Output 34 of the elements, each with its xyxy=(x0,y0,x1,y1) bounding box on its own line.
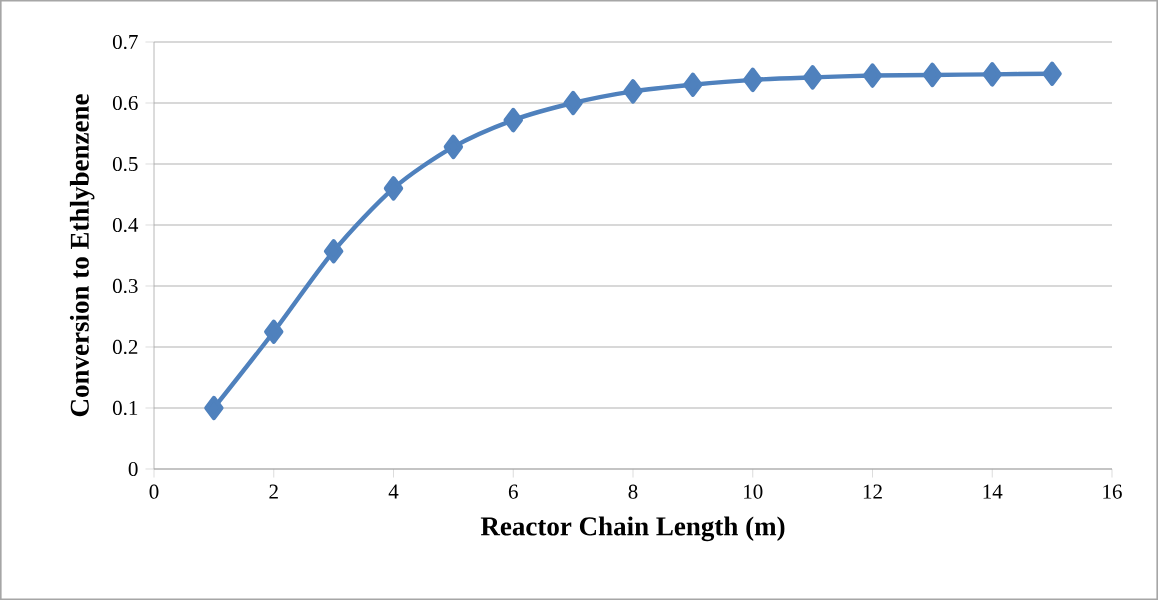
point xyxy=(264,319,284,344)
y-tick-label: 0.2 xyxy=(112,339,138,355)
point xyxy=(563,90,583,116)
point xyxy=(443,134,464,160)
point xyxy=(323,239,344,264)
point xyxy=(922,62,943,88)
point xyxy=(802,65,823,90)
x-tick-label: 4 xyxy=(388,484,399,499)
point xyxy=(623,79,643,104)
y-tick-label: 0.1 xyxy=(112,400,138,416)
point xyxy=(862,63,883,88)
x-tick-label: 10 xyxy=(744,484,763,499)
x-tick-label: 2 xyxy=(269,484,278,499)
point xyxy=(503,107,523,133)
x-axis-title: Reactor Chain Length (m) xyxy=(480,516,785,542)
x-tick-label: 8 xyxy=(628,484,638,499)
x-tick-label: 6 xyxy=(508,484,518,499)
y-tick-label: 0.5 xyxy=(112,156,138,172)
point xyxy=(204,395,224,421)
y-tick-label: 0.4 xyxy=(112,217,139,233)
point xyxy=(982,62,1002,87)
y-axis-title: Conversion to Ethlybenzene xyxy=(69,94,95,417)
y-tick-label: 0 xyxy=(128,461,138,477)
point xyxy=(383,176,404,201)
point xyxy=(1042,61,1062,86)
x-tick-label: 12 xyxy=(863,484,882,499)
y-tick-label: 0.3 xyxy=(112,278,138,294)
x-tick-label: 14 xyxy=(983,484,1003,499)
x-tick-label: 0 xyxy=(149,484,159,499)
point xyxy=(683,72,703,97)
y-tick-label: 0.6 xyxy=(112,95,138,111)
y-tick-label: 0.7 xyxy=(112,34,138,50)
x-tick-label: 16 xyxy=(1103,484,1122,499)
point xyxy=(743,67,763,93)
